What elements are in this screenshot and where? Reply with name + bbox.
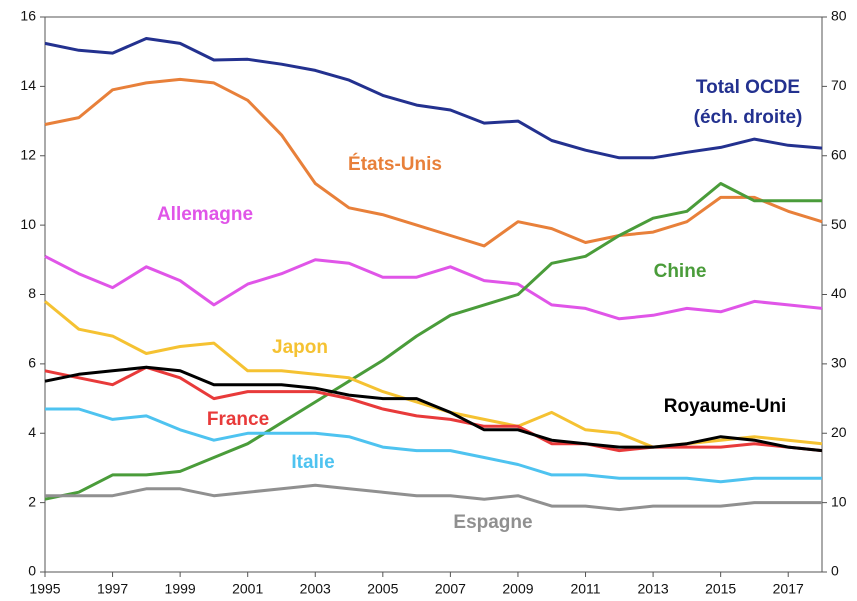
series-line xyxy=(45,483,822,512)
series-label: Chine xyxy=(654,261,707,282)
y-tick-label: 6 xyxy=(28,355,36,371)
x-tick-label: 2009 xyxy=(502,581,533,597)
series-label: Espagne xyxy=(453,512,532,533)
series-line xyxy=(44,77,823,248)
y-tick-label: 14 xyxy=(20,77,36,93)
x-tick-label: 1995 xyxy=(29,581,60,597)
y-tick-label: 12 xyxy=(20,146,36,162)
series-label: États-Unis xyxy=(348,153,442,175)
series-line xyxy=(44,365,823,453)
y2-tick-label: 20 xyxy=(831,424,847,440)
x-tick-label: 2007 xyxy=(435,581,466,597)
y-tick-label: 8 xyxy=(28,285,36,301)
x-tick-label: 2011 xyxy=(570,581,600,597)
series-label-note: (éch. droite) xyxy=(694,107,803,128)
series-line xyxy=(44,300,823,449)
x-tick-label: 2003 xyxy=(300,581,331,597)
x-tick-label: 1999 xyxy=(165,581,196,597)
series-line xyxy=(44,254,823,321)
x-tick-label: 2001 xyxy=(232,581,263,597)
series-line xyxy=(44,37,823,160)
series-label: France xyxy=(207,409,269,430)
series-label: Japon xyxy=(272,337,328,358)
series-line xyxy=(45,407,822,484)
y2-tick-label: 70 xyxy=(831,77,847,93)
x-tick-label: 2017 xyxy=(773,581,804,597)
y2-tick-label: 30 xyxy=(831,355,847,371)
series-label: Allemagne xyxy=(157,204,253,225)
y2-tick-label: 60 xyxy=(831,146,847,162)
series-label: Total OCDE xyxy=(696,77,800,98)
series-label: Royaume-Uni xyxy=(664,396,786,417)
y2-tick-label: 80 xyxy=(831,8,847,24)
y2-tick-label: 10 xyxy=(831,493,847,509)
series-line xyxy=(44,365,823,453)
y-tick-label: 16 xyxy=(20,8,36,24)
x-tick-label: 1997 xyxy=(97,581,128,597)
y-tick-label: 2 xyxy=(28,493,36,509)
y-tick-label: 10 xyxy=(20,216,36,232)
x-tick-label: 2013 xyxy=(638,581,669,597)
series-line xyxy=(44,182,822,501)
series-label: Italie xyxy=(291,452,334,473)
y2-tick-label: 0 xyxy=(831,563,839,579)
x-tick-label: 2015 xyxy=(705,581,736,597)
y2-tick-label: 50 xyxy=(831,216,847,232)
y2-tick-label: 40 xyxy=(831,285,847,301)
y-tick-label: 0 xyxy=(28,563,36,579)
y-tick-label: 4 xyxy=(28,424,36,440)
x-tick-label: 2005 xyxy=(367,581,398,597)
